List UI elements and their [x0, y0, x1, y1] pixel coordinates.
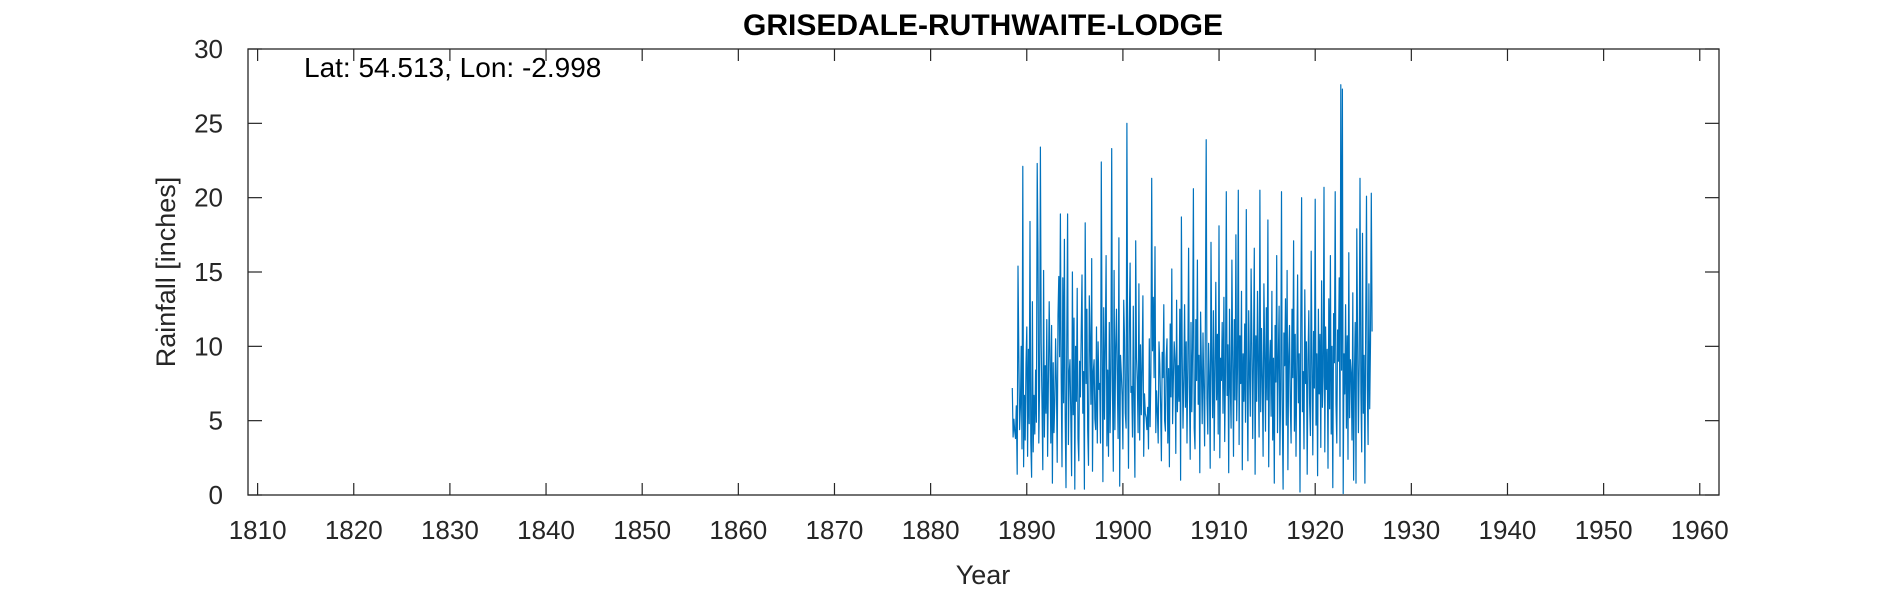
rainfall-series-line [1011, 84, 1373, 495]
x-axis-label: Year [956, 560, 1011, 590]
x-tick-label: 1820 [325, 515, 383, 545]
x-tick-label: 1940 [1479, 515, 1537, 545]
x-tick-label: 1910 [1190, 515, 1248, 545]
y-axis: 0 5 10 15 20 25 30 [194, 34, 1719, 510]
x-tick-label: 1840 [517, 515, 575, 545]
station-location-annotation: Lat: 54.513, Lon: -2.998 [304, 52, 601, 83]
y-tick-label: 25 [194, 108, 223, 138]
y-tick-label: 20 [194, 183, 223, 213]
axes-box [247, 48, 1720, 496]
x-tick-label: 1930 [1382, 515, 1440, 545]
y-tick-label: 0 [209, 480, 223, 510]
chart-title: GRISEDALE-RUTHWAITE-LODGE [743, 9, 1223, 42]
x-tick-label: 1900 [1094, 515, 1152, 545]
x-tick-label: 1890 [998, 515, 1056, 545]
x-tick-label: 1960 [1671, 515, 1729, 545]
x-tick-label: 1950 [1575, 515, 1633, 545]
y-tick-label: 10 [194, 331, 223, 361]
x-axis: 1810 1820 1830 1840 1850 1860 1870 1880 1890 1900… [229, 49, 1729, 545]
x-tick-label: 1850 [613, 515, 671, 545]
y-axis-label: Rainfall [inches] [151, 177, 181, 368]
x-tick-label: 1920 [1286, 515, 1344, 545]
x-tick-label: 1830 [421, 515, 479, 545]
y-tick-label: 5 [209, 406, 223, 436]
y-tick-label: 15 [194, 257, 223, 287]
x-tick-label: 1870 [806, 515, 864, 545]
x-tick-label: 1880 [902, 515, 960, 545]
y-tick-label: 30 [194, 34, 223, 64]
x-tick-label: 1810 [229, 515, 287, 545]
x-tick-label: 1860 [709, 515, 767, 545]
